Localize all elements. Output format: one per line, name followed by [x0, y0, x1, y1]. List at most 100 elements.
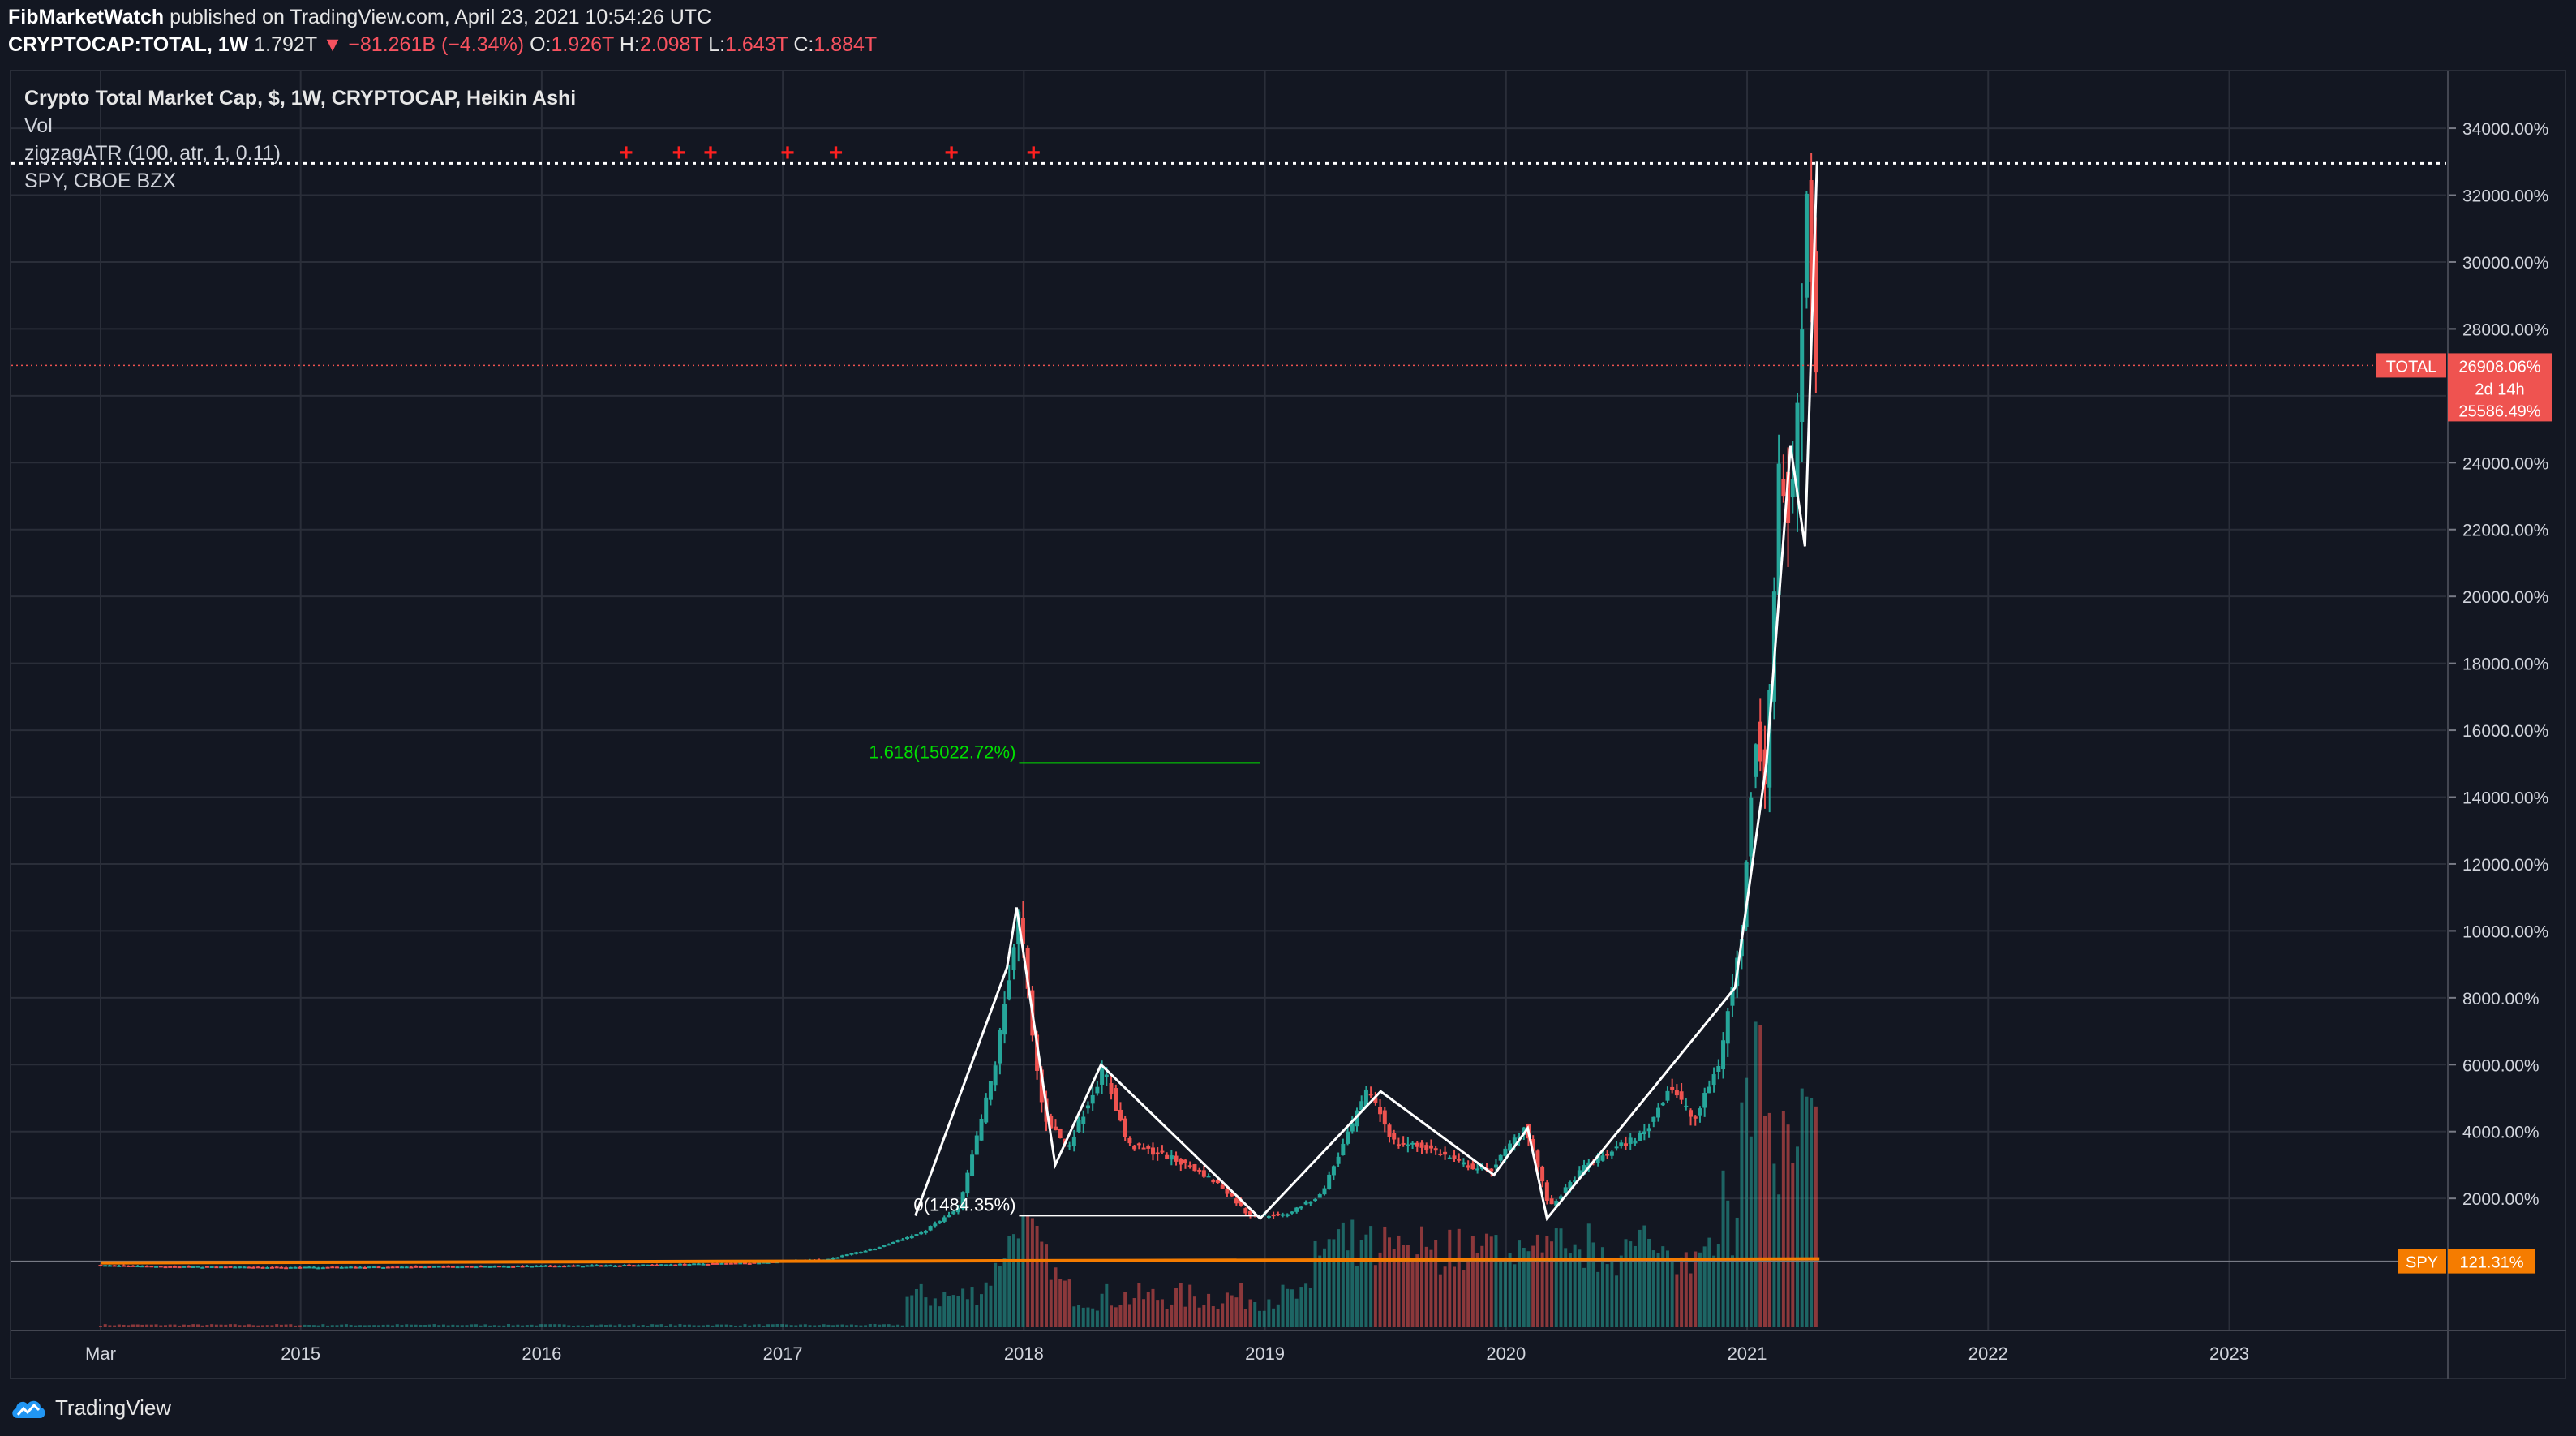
- candle-body: [1577, 1170, 1582, 1179]
- candle-body: [1100, 1067, 1105, 1085]
- candle-body: [1035, 1034, 1040, 1071]
- candle-body: [752, 1262, 757, 1264]
- candle-body: [970, 1154, 975, 1176]
- volume-bar: [641, 1325, 645, 1327]
- volume-bar: [669, 1324, 673, 1327]
- volume-bar: [1118, 1305, 1123, 1327]
- candle-body: [1730, 987, 1735, 1006]
- volume-bar: [1805, 1096, 1809, 1327]
- candle-body: [933, 1223, 938, 1227]
- volume-bar: [191, 1324, 195, 1327]
- volume-bar: [789, 1325, 793, 1327]
- candle-body: [1373, 1097, 1378, 1103]
- volume-bar: [521, 1325, 525, 1327]
- candle-body: [1679, 1091, 1684, 1100]
- volume-bar: [590, 1324, 594, 1327]
- y-tick-label: 20000.00%: [2462, 588, 2548, 607]
- y-tick-label: 28000.00%: [2462, 320, 2548, 339]
- candle-body: [265, 1266, 270, 1269]
- candle-body: [1498, 1154, 1503, 1161]
- volume-bar: [1276, 1304, 1280, 1327]
- volume-bar: [1564, 1248, 1568, 1327]
- candle-body: [154, 1266, 159, 1268]
- volume-bar: [1480, 1245, 1484, 1327]
- volume-bar: [970, 1287, 974, 1327]
- legend-item-zigzag[interactable]: zigzagATR (100, atr, 1, 0.11): [24, 142, 281, 165]
- candle-body: [1503, 1148, 1508, 1156]
- candle-body: [1201, 1170, 1206, 1177]
- candle-body: [1007, 980, 1011, 1000]
- volume-bar: [1179, 1283, 1183, 1327]
- volume-bar: [1745, 1077, 1749, 1327]
- candle-body: [863, 1250, 868, 1253]
- volume-bar: [1137, 1283, 1141, 1327]
- legend-item-spy[interactable]: SPY, CBOE BZX: [24, 170, 177, 192]
- total-countdown-text: 2d 14h: [2475, 380, 2524, 398]
- close-value: 1.884T: [814, 33, 878, 56]
- candle-body: [900, 1239, 905, 1241]
- pivot-mark: +: [780, 140, 795, 166]
- volume-bar: [1100, 1293, 1104, 1327]
- candle-body: [552, 1266, 557, 1268]
- volume-bar: [604, 1325, 608, 1327]
- candle-body: [1266, 1215, 1271, 1218]
- candle-body: [1211, 1180, 1216, 1183]
- volume-bar: [1012, 1234, 1016, 1327]
- legend-title[interactable]: Crypto Total Market Cap, $, 1W, CRYPTOCA…: [24, 87, 577, 110]
- candle-body: [1600, 1155, 1605, 1161]
- candle-body: [182, 1266, 187, 1268]
- candle-body: [1136, 1143, 1141, 1146]
- candle-body: [525, 1265, 530, 1267]
- volume-bar: [659, 1324, 663, 1327]
- volume-bar: [1327, 1239, 1331, 1327]
- candle-body: [1707, 1086, 1711, 1094]
- volume-bar: [1313, 1240, 1317, 1327]
- volume-bar: [1369, 1226, 1373, 1327]
- candle-body: [692, 1263, 697, 1266]
- volume-bar: [1656, 1253, 1660, 1327]
- candle-body: [200, 1266, 205, 1269]
- candle-body: [993, 1065, 998, 1086]
- candle-body: [1294, 1207, 1299, 1212]
- candle-body: [580, 1266, 585, 1268]
- candle-body: [233, 1266, 238, 1269]
- pivot-mark: +: [1026, 140, 1041, 166]
- y-tick-label: 14000.00%: [2462, 789, 2548, 808]
- candle-body: [149, 1266, 154, 1268]
- y-tick-label: 8000.00%: [2462, 990, 2540, 1008]
- open-label: O:: [530, 33, 552, 56]
- volume-bar: [1160, 1299, 1164, 1327]
- candle-body: [766, 1262, 771, 1264]
- volume-bar: [762, 1325, 766, 1327]
- candle-body: [1419, 1142, 1424, 1148]
- brand-name[interactable]: TradingView: [55, 1395, 172, 1420]
- candle-body: [1165, 1154, 1170, 1159]
- volume-bar: [1156, 1300, 1160, 1327]
- volume-bar: [864, 1325, 868, 1327]
- volume-bar: [173, 1324, 177, 1327]
- candle-body: [1595, 1154, 1600, 1163]
- candle-body: [747, 1262, 752, 1265]
- symbol-name[interactable]: CRYPTOCAP:TOTAL, 1W: [8, 33, 249, 56]
- candle-body: [214, 1266, 219, 1269]
- publisher-name[interactable]: FibMarketWatch: [8, 6, 165, 28]
- candle-body: [1489, 1168, 1494, 1172]
- volume-bar: [1406, 1245, 1410, 1327]
- volume-bar: [994, 1262, 998, 1327]
- candle-body: [1039, 1069, 1044, 1103]
- candle-body: [1716, 1065, 1721, 1072]
- candle-body: [1415, 1142, 1419, 1147]
- candle-body: [1114, 1088, 1118, 1111]
- candle-body: [1790, 479, 1795, 498]
- candle-body: [710, 1262, 715, 1265]
- volume-bar: [1304, 1283, 1308, 1327]
- price-chart[interactable]: 34000.00%32000.00%30000.00%28000.00%2600…: [0, 0, 2576, 1387]
- legend-item-vol[interactable]: Vol: [24, 114, 53, 137]
- candle-body: [255, 1266, 260, 1269]
- candle-body: [877, 1247, 882, 1249]
- candle-body: [107, 1265, 112, 1267]
- volume-bar: [1091, 1308, 1095, 1327]
- candle-body: [1285, 1214, 1290, 1217]
- candle-body: [325, 1266, 330, 1269]
- volume-bar: [1453, 1266, 1457, 1327]
